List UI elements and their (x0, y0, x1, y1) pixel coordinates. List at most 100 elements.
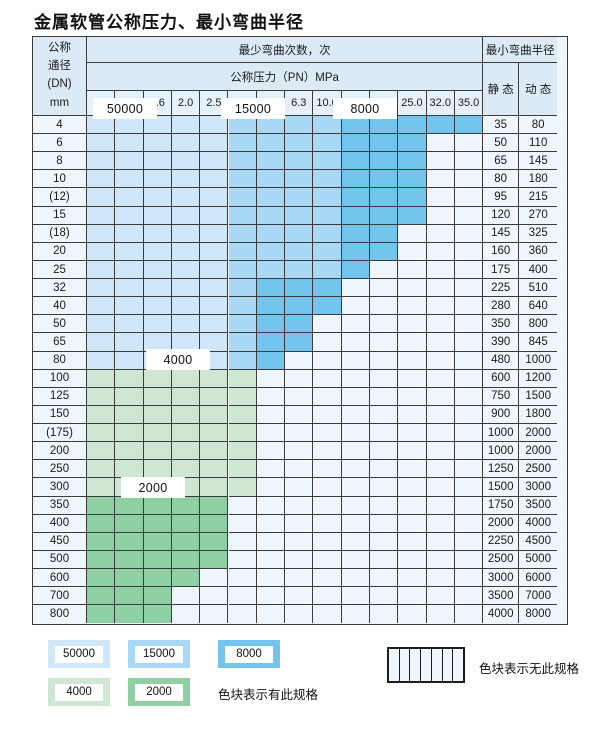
legend-swatch-15000: 15000 (128, 640, 190, 668)
cell-450-2.0 (171, 532, 201, 551)
cell-500-15.0 (341, 550, 370, 569)
cell-500-10.0 (313, 550, 342, 569)
cell-25-32.0 (426, 260, 455, 280)
cell-700-6.3 (285, 587, 314, 606)
cell-800-1.0 (115, 605, 144, 624)
cell-250-0.6 (87, 460, 116, 479)
row-dn-65: 65 (33, 333, 87, 352)
row-dn-800: 800 (33, 605, 87, 624)
cell-10-1.0 (115, 170, 144, 189)
cell-600-15.0 (341, 569, 370, 588)
cell-200-32.0 (426, 442, 455, 461)
cell-(18)-4.0 (228, 224, 257, 243)
header-pressure-25.0: 25.0 (398, 91, 427, 116)
cell-300-25.0 (398, 478, 427, 497)
cell-350-10.0 (313, 496, 342, 515)
cell-700-20.0 (370, 587, 399, 606)
cell-600-35.0 (454, 569, 484, 588)
cell-125-0.6 (87, 387, 116, 406)
cell-200-2.0 (171, 442, 201, 461)
cell-450-6.3 (285, 532, 314, 551)
cell-500-6.3 (285, 550, 314, 569)
cell-125-35.0 (454, 387, 484, 406)
row-dn-15: 15 (33, 206, 87, 225)
cell-4-15.0 (341, 116, 370, 135)
cell-50-1.0 (115, 315, 144, 334)
cell-300-2.5 (200, 478, 229, 497)
cell-350-4.0 (228, 496, 257, 515)
cell-500-25.0 (398, 550, 427, 569)
cell-40-6.3 (285, 297, 314, 316)
cell-15-20.0 (370, 206, 399, 225)
row-static-400: 2000 (483, 514, 520, 533)
cell-500-20.0 (370, 550, 399, 569)
row-dn-200: 200 (33, 442, 87, 461)
cell-(18)-32.0 (426, 224, 455, 243)
cell-300-10.0 (313, 478, 342, 497)
cell-450-32.0 (426, 532, 455, 551)
cell-(18)-15.0 (341, 224, 370, 243)
cell-(12)-5.0 (256, 188, 286, 207)
cell-25-1.6 (143, 260, 172, 280)
cell-500-0.6 (87, 550, 116, 569)
cell-600-0.6 (87, 569, 116, 588)
cell-(18)-2.0 (171, 224, 201, 243)
cell-4-1.6 (143, 116, 172, 135)
cell-400-1.0 (115, 514, 144, 533)
header-static-label: 静 态 (483, 63, 520, 116)
cell-100-32.0 (426, 369, 455, 388)
callout-8000: 8000 (333, 98, 397, 119)
cell-10-4.0 (228, 170, 257, 189)
cell-10-20.0 (370, 170, 399, 189)
cell-400-35.0 (454, 514, 484, 533)
cell-350-6.3 (285, 496, 314, 515)
cell-125-2.0 (171, 387, 201, 406)
cell-4-10.0 (313, 116, 342, 135)
header-pressure-35.0: 35.0 (454, 91, 484, 116)
cell-350-2.5 (200, 496, 229, 515)
cell-250-1.6 (143, 460, 172, 479)
cell-10-25.0 (398, 170, 427, 189)
cell-150-0.6 (87, 405, 116, 425)
cell-700-10.0 (313, 587, 342, 606)
cell-450-4.0 (228, 532, 257, 551)
cell-6-35.0 (454, 134, 484, 153)
cell-65-25.0 (398, 333, 427, 352)
cell-300-35.0 (454, 478, 484, 497)
cell-15-0.6 (87, 206, 116, 225)
cell-(18)-1.6 (143, 224, 172, 243)
cell-8-2.5 (200, 152, 229, 171)
cell-600-1.6 (143, 569, 172, 588)
page-title: 金属软管公称压力、最小弯曲半径 (34, 13, 304, 32)
cell-40-10.0 (313, 297, 342, 316)
cell-32-1.0 (115, 279, 144, 298)
cell-600-6.3 (285, 569, 314, 588)
cell-25-4.0 (228, 260, 257, 280)
cell-40-32.0 (426, 297, 455, 316)
cell-300-32.0 (426, 478, 455, 497)
cell-8-5.0 (256, 152, 286, 171)
cell-65-32.0 (426, 333, 455, 352)
cell-200-35.0 (454, 442, 484, 461)
cell-(18)-25.0 (398, 224, 427, 243)
cell-65-1.0 (115, 333, 144, 352)
row-dynamic-250: 2500 (519, 460, 558, 479)
cell-25-5.0 (256, 260, 286, 280)
legend: 50000 15000 8000 4000 2000 色块表示有此规格 色块表示无此规格 (32, 636, 579, 736)
cell-65-10.0 (313, 333, 342, 352)
cell-300-15.0 (341, 478, 370, 497)
cell-32-2.5 (200, 279, 229, 298)
cell-600-1.0 (115, 569, 144, 588)
cell-4-25.0 (398, 116, 427, 135)
row-dynamic-8: 145 (519, 152, 558, 171)
cell-20-35.0 (454, 242, 484, 261)
callout-4000: 4000 (146, 349, 210, 370)
legend-swatch-8000: 8000 (218, 640, 280, 668)
cell-10-6.3 (285, 170, 314, 189)
cell-8-25.0 (398, 152, 427, 171)
cell-4-1.0 (115, 116, 144, 135)
row-dn-40: 40 (33, 297, 87, 316)
cell-6-2.5 (200, 134, 229, 153)
cell-450-2.5 (200, 532, 229, 551)
cell-8-6.3 (285, 152, 314, 171)
